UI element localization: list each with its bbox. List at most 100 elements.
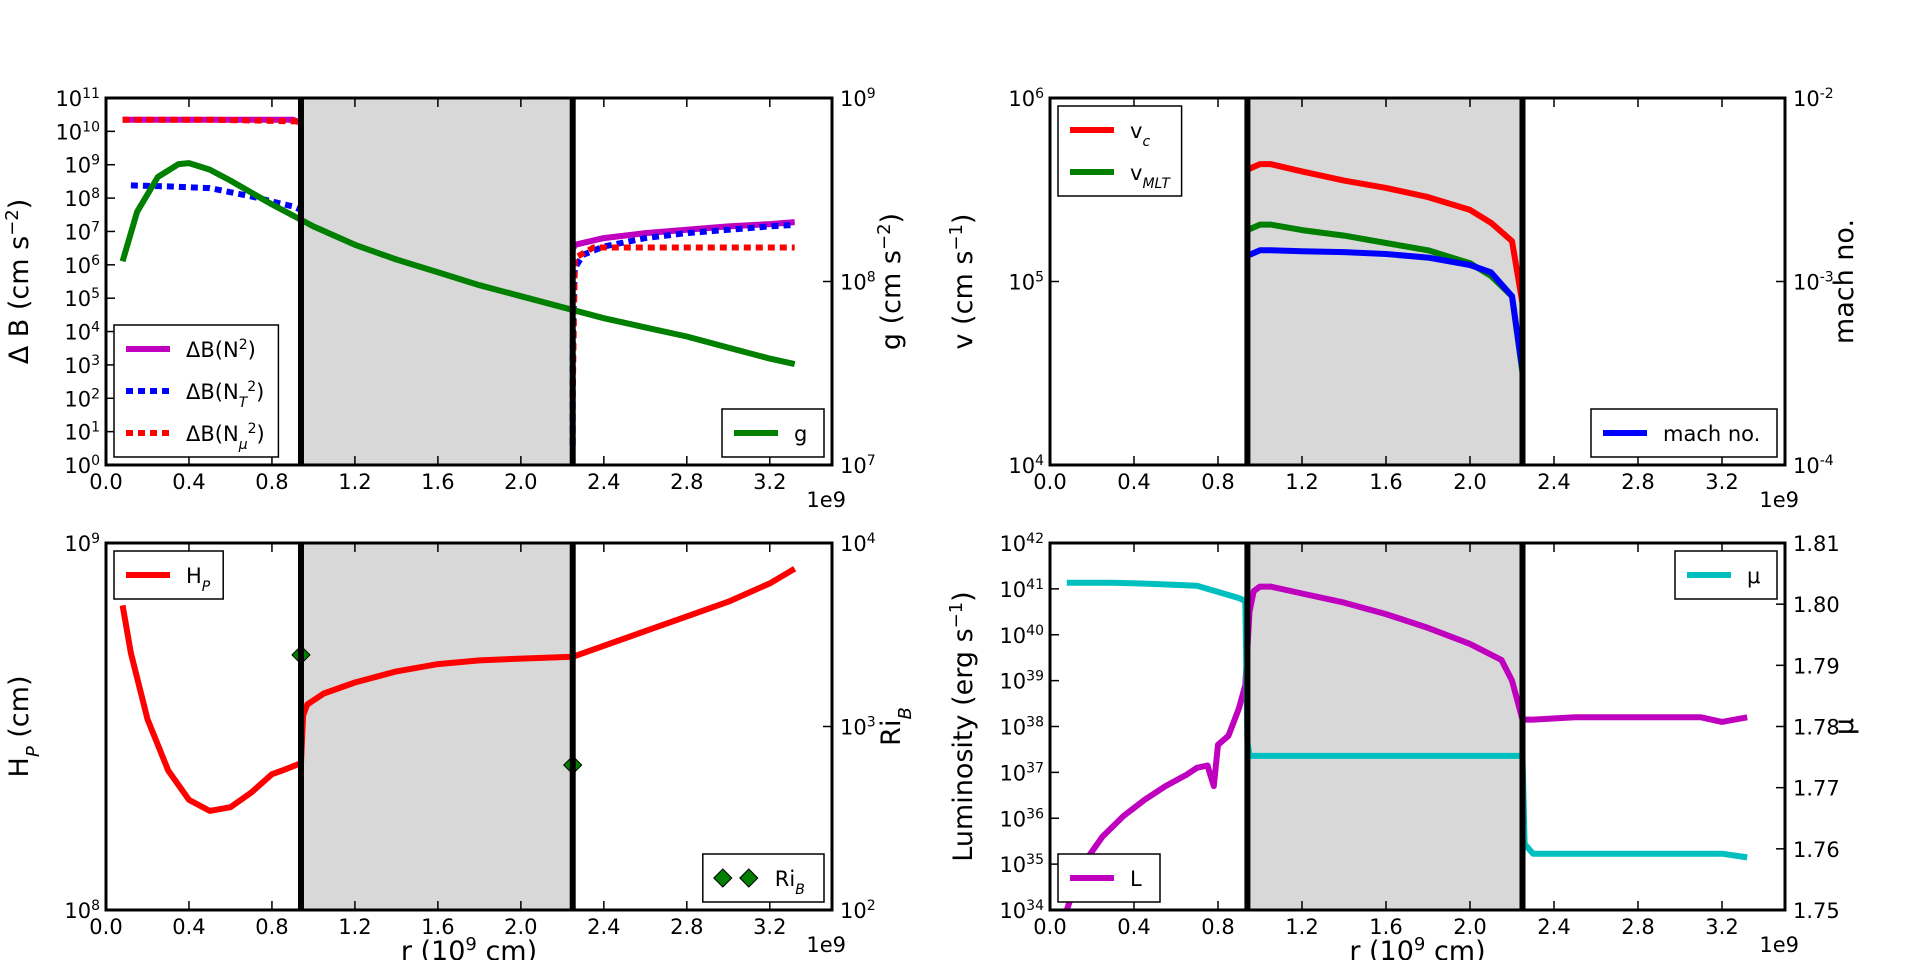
x-tick-label: 2.8 — [670, 470, 703, 494]
legend-label: RiB — [775, 867, 805, 898]
y-tick-label-right: 1.80 — [1793, 593, 1840, 617]
y-tick-label-left: 1041 — [999, 577, 1044, 602]
x-offset-label: 1e9 — [806, 933, 846, 957]
series-line-mach-no — [1246, 247, 1526, 371]
y-axis-label-right: g (cm s−2) — [874, 213, 908, 350]
legend-label: vMLT — [1130, 161, 1171, 192]
x-tick-label: 2.4 — [587, 470, 620, 494]
legend-marker — [739, 868, 759, 888]
legend-lower-left: L — [1057, 853, 1161, 903]
legend-label: HP — [186, 564, 211, 595]
x-tick-label: 2.0 — [504, 915, 537, 939]
y-tick-label-left: 1011 — [55, 86, 100, 111]
y-tick-label-left: 105 — [64, 286, 100, 311]
panel-p3: 0.0 0.4 0.8 1.2 1.6 2.0 2.4 2.8 3.2 1e9 108 109 102 1… — [4, 531, 916, 960]
series-line-g — [119, 160, 796, 368]
y-tick-label-left: 101 — [64, 420, 100, 445]
x-tick-label: 1.6 — [1369, 470, 1402, 494]
y-axis-label-left: Luminosity (erg s−1) — [946, 591, 980, 861]
x-tick-label: 3.2 — [1705, 470, 1738, 494]
x-tick-label: 0.0 — [89, 470, 122, 494]
series-line-b-n — [122, 116, 302, 125]
legend-label: mach no. — [1663, 422, 1760, 446]
y-tick-label-left: 1034 — [999, 898, 1044, 923]
y-tick-label-right: 10-3 — [1793, 270, 1834, 295]
x-axis-label: r (109 cm) — [1349, 934, 1485, 960]
x-tick-label: 1.2 — [338, 915, 371, 939]
x-tick-label: 3.2 — [1705, 915, 1738, 939]
panel-p4: 0.0 0.4 0.8 1.2 1.6 2.0 2.4 2.8 3.2 1e9 1034 1035 10… — [946, 531, 1861, 960]
legend-label: vc — [1130, 119, 1150, 150]
y-tick-label-left: 103 — [64, 353, 100, 378]
series-line-l — [1063, 583, 1748, 911]
y-tick-label-left: 100 — [64, 453, 100, 478]
y-tick-label-left: 108 — [64, 186, 100, 211]
series-line-v-c — [1246, 161, 1526, 304]
x-tick-label: 0.4 — [1117, 470, 1150, 494]
y-tick-label-right: 104 — [840, 531, 876, 556]
y-tick-label-left: 1036 — [999, 806, 1044, 831]
legend-lower-left: ΔB(N2) ΔB(NT2) ΔB(Nμ2) — [113, 324, 280, 458]
y-tick-label-right: 109 — [840, 86, 876, 111]
x-tick-label: 1.6 — [421, 915, 454, 939]
y-tick-label-left: 109 — [64, 153, 100, 178]
y-tick-label-right: 107 — [840, 453, 876, 478]
x-tick-label: 1.2 — [1285, 470, 1318, 494]
x-tick-label: 2.0 — [504, 470, 537, 494]
x-tick-label: 1.2 — [338, 470, 371, 494]
x-tick-label: 2.4 — [1537, 915, 1570, 939]
y-tick-label-left: 108 — [64, 898, 100, 923]
y-tick-label-left: 105 — [1008, 270, 1044, 295]
y-tick-label-left: 1040 — [999, 623, 1044, 648]
y-axis-label-right: RiB — [876, 707, 916, 746]
legend-label: ΔB(N2) — [186, 337, 256, 362]
legend-label: g — [794, 422, 807, 446]
y-tick-label-left: 1038 — [999, 715, 1044, 740]
legend-label: μ — [1747, 564, 1760, 588]
y-tick-label-left: 104 — [64, 320, 100, 345]
x-tick-label: 2.4 — [587, 915, 620, 939]
y-tick-label-left: 106 — [1008, 86, 1044, 111]
legend-label: L — [1130, 867, 1142, 891]
x-tick-label: 0.0 — [1033, 915, 1066, 939]
x-tick-label: 0.0 — [89, 915, 122, 939]
y-tick-label-left: 104 — [1008, 453, 1044, 478]
x-tick-label: 0.4 — [172, 915, 205, 939]
legend-lower-right: RiB — [702, 853, 825, 903]
y-tick-label-right: 1.78 — [1793, 716, 1840, 740]
x-axis-label: r (109 cm) — [401, 934, 537, 960]
x-tick-label: 3.2 — [753, 470, 786, 494]
x-tick-label: 2.8 — [1621, 470, 1654, 494]
convective-zone-shade — [1247, 543, 1523, 910]
legend-upper-right: μ — [1674, 550, 1778, 600]
y-axis-label-left: HP (cm) — [4, 676, 44, 778]
y-tick-label-right: 103 — [840, 715, 876, 740]
x-tick-label: 0.8 — [1201, 470, 1234, 494]
x-tick-label: 2.0 — [1453, 915, 1486, 939]
legend-label: ΔB(Nμ2) — [186, 421, 265, 453]
legend-lower-right: mach no. — [1590, 408, 1778, 458]
y-axis-label-right: μ — [1829, 718, 1860, 735]
y-tick-label-right: 10-4 — [1793, 453, 1834, 478]
series-line-h-p — [119, 566, 797, 814]
x-tick-label: 0.8 — [1201, 915, 1234, 939]
y-tick-label-left: 1037 — [999, 760, 1044, 785]
x-offset-label: 1e9 — [806, 488, 846, 512]
y-tick-label-right: 1.79 — [1793, 654, 1840, 678]
x-tick-label: 0.8 — [255, 915, 288, 939]
legend-box — [1057, 105, 1183, 197]
convective-zone-shade — [300, 543, 573, 910]
y-axis-label-left: v (cm s−1) — [946, 214, 980, 350]
x-tick-label: 0.4 — [172, 470, 205, 494]
y-tick-label-left: 106 — [64, 253, 100, 278]
y-tick-label-left: 1010 — [55, 119, 100, 144]
y-tick-label-right: 10-2 — [1793, 86, 1834, 111]
y-tick-label-left: 109 — [64, 531, 100, 556]
series-line-b-n-t — [130, 182, 303, 213]
y-tick-label-left: 1039 — [999, 669, 1044, 694]
panel-p2: 0.0 0.4 0.8 1.2 1.6 2.0 2.4 2.8 3.2 1e9 104 105 106 1… — [946, 86, 1861, 512]
legend-upper-left: vc vMLT — [1057, 105, 1183, 197]
x-offset-label: 1e9 — [1759, 933, 1799, 957]
x-tick-label: 3.2 — [753, 915, 786, 939]
